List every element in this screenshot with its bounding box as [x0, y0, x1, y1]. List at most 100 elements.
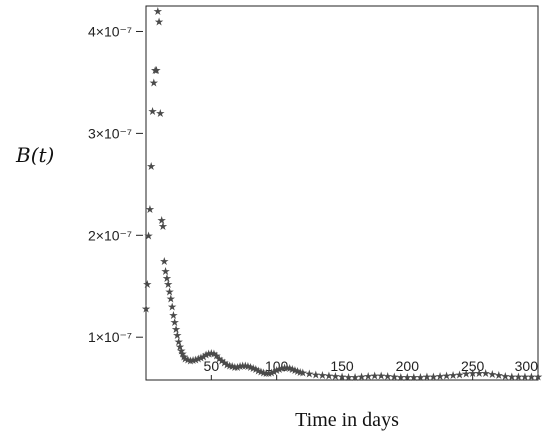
data-point: ★: [295, 366, 305, 379]
data-point: ★: [280, 361, 290, 374]
data-point: ★: [172, 329, 182, 342]
data-point: ★: [157, 214, 167, 227]
data-point: ★: [494, 369, 504, 382]
data-point: ★: [311, 368, 321, 381]
data-point: ★: [282, 361, 292, 374]
data-point: ★: [363, 370, 373, 383]
data-point: ★: [287, 363, 297, 376]
data-point: ★: [422, 371, 432, 384]
data-point: ★: [142, 278, 152, 291]
data-point: ★: [193, 353, 203, 366]
data-point: ★: [175, 340, 185, 353]
data-point: ★: [243, 360, 253, 373]
data-point: ★: [272, 364, 282, 377]
data-point: ★: [461, 368, 471, 381]
data-point: ★: [204, 348, 214, 361]
data-point: ★: [148, 105, 158, 118]
data-points: ★★★★★★★★★★★★★★★★★★★★★★★★★★★★★★★★★★★★★★★★…: [141, 5, 543, 384]
data-point: ★: [238, 360, 248, 373]
data-point: ★: [435, 370, 445, 383]
data-point: ★: [317, 369, 327, 382]
data-point: ★: [253, 364, 263, 377]
data-point: ★: [167, 301, 177, 314]
y-axis-ticks: 1×10⁻⁷ 2×10⁻⁷ 3×10⁻⁷ 4×10⁻⁷: [88, 23, 143, 345]
data-point: ★: [159, 255, 169, 268]
data-point: ★: [324, 369, 334, 382]
x-axis-label: Time in days: [295, 409, 399, 431]
data-point: ★: [256, 365, 266, 378]
data-point: ★: [225, 360, 235, 373]
data-point: ★: [331, 370, 341, 383]
data-point: ★: [153, 5, 163, 18]
data-point: ★: [180, 353, 190, 366]
x-axis-ticks: 50 100 150 200 250 300: [204, 358, 539, 380]
data-point: ★: [442, 369, 452, 382]
data-point: ★: [481, 367, 491, 380]
data-point: ★: [217, 355, 227, 368]
data-point: ★: [248, 362, 258, 375]
data-point: ★: [350, 371, 360, 384]
data-point: ★: [174, 335, 184, 348]
data-point: ★: [233, 361, 243, 374]
data-point: ★: [191, 354, 201, 367]
data-point: ★: [212, 350, 222, 363]
data-point: ★: [158, 220, 168, 233]
data-point: ★: [520, 371, 530, 384]
data-point: ★: [179, 351, 189, 364]
data-point: ★: [468, 367, 478, 380]
data-point: ★: [304, 367, 314, 380]
data-point: ★: [227, 360, 237, 373]
data-point: ★: [251, 363, 261, 376]
x-tick-label: 50: [204, 358, 220, 374]
y-tick-label: 4×10⁻⁷: [88, 23, 132, 39]
data-point: ★: [448, 369, 458, 382]
data-point: ★: [144, 229, 154, 242]
data-point: ★: [376, 370, 386, 383]
data-point: ★: [389, 370, 399, 383]
data-point: ★: [402, 371, 412, 384]
data-point: ★: [150, 64, 160, 77]
data-point: ★: [169, 309, 179, 322]
data-point: ★: [370, 370, 380, 383]
data-point: ★: [415, 371, 425, 384]
data-point: ★: [533, 370, 543, 383]
data-point: ★: [206, 347, 216, 360]
data-point: ★: [277, 362, 287, 375]
data-point: ★: [409, 371, 419, 384]
data-point: ★: [222, 359, 232, 372]
data-point: ★: [337, 370, 347, 383]
data-point: ★: [171, 323, 181, 336]
data-point: ★: [455, 368, 465, 381]
data-point: ★: [246, 361, 256, 374]
x-tick-label: 250: [461, 358, 485, 374]
data-point: ★: [146, 160, 156, 173]
data-point: ★: [293, 365, 303, 378]
data-point: ★: [274, 363, 284, 376]
data-point: ★: [145, 203, 155, 216]
data-point: ★: [298, 366, 308, 379]
data-point: ★: [183, 354, 193, 367]
x-tick-label: 300: [515, 358, 539, 374]
data-point: ★: [344, 371, 354, 384]
data-point: ★: [154, 15, 164, 28]
data-point: ★: [259, 366, 269, 379]
y-tick-label: 1×10⁻⁷: [88, 329, 132, 345]
data-point: ★: [162, 272, 172, 285]
data-point: ★: [396, 371, 406, 384]
data-point: ★: [429, 370, 439, 383]
data-point: ★: [527, 371, 537, 384]
data-point: ★: [163, 278, 173, 291]
data-point: ★: [199, 351, 209, 364]
data-point: ★: [141, 303, 151, 316]
data-point: ★: [474, 367, 484, 380]
data-point: ★: [155, 107, 165, 120]
data-point: ★: [161, 265, 171, 278]
data-point: ★: [219, 357, 229, 370]
data-point: ★: [487, 368, 497, 381]
data-point: ★: [261, 367, 271, 380]
data-point: ★: [267, 366, 277, 379]
data-point: ★: [269, 365, 279, 378]
y-axis-label: B(t): [15, 143, 54, 167]
data-point: ★: [214, 353, 224, 366]
